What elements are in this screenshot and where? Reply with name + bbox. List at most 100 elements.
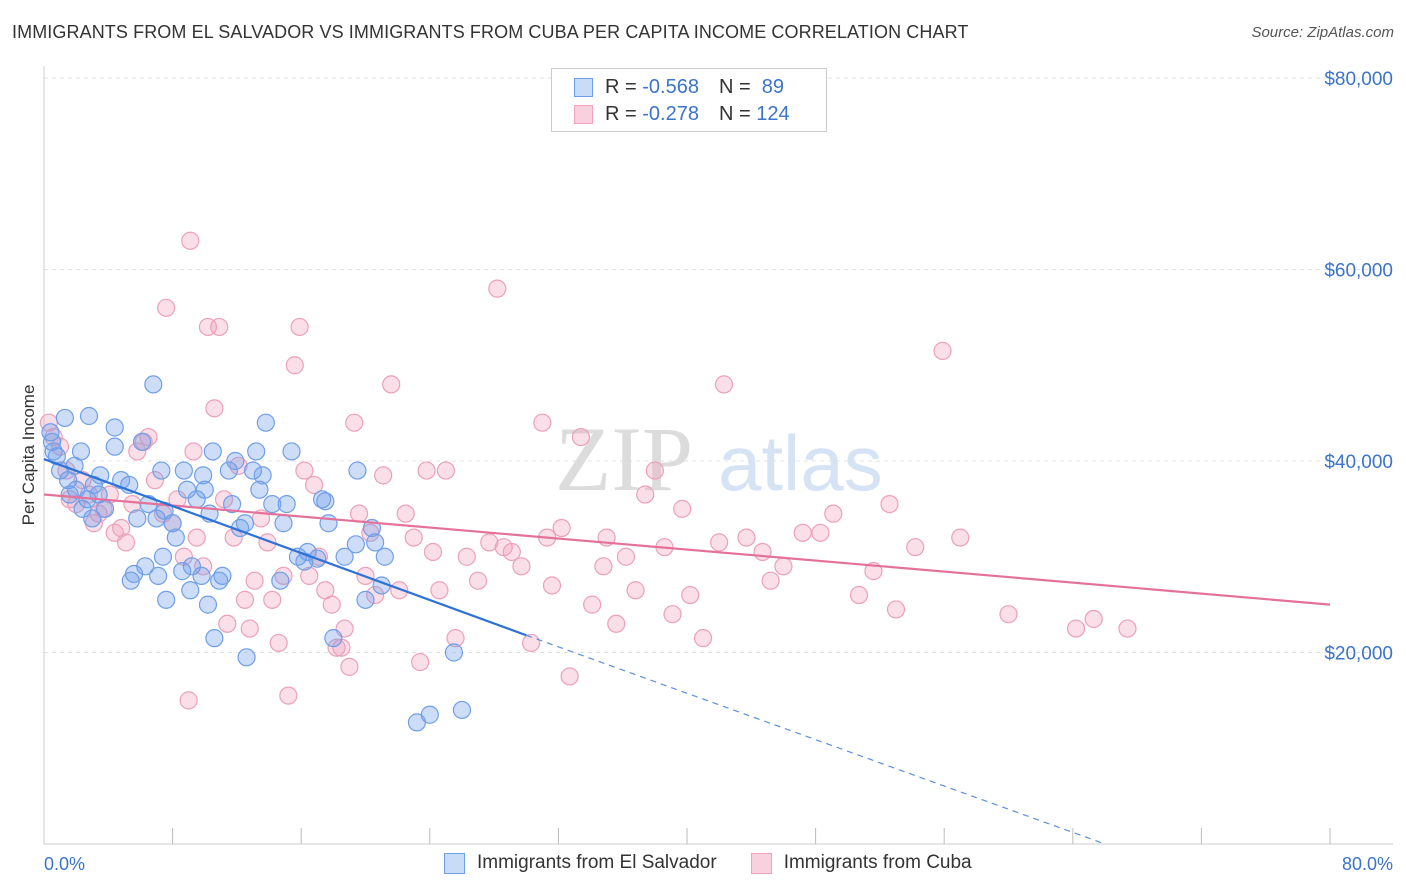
point-el-salvador	[346, 535, 365, 554]
point-cuba	[824, 504, 843, 523]
legend-r-value-el-salvador: -0.568	[642, 75, 699, 98]
y-axis-title: Per Capita Income	[19, 385, 38, 526]
x-tick-label: 0.0%	[44, 854, 85, 874]
y-tick-label: $40,000	[1324, 452, 1393, 473]
watermark-zip: ZIP	[555, 408, 693, 510]
point-cuba	[502, 542, 521, 562]
point-cuba	[636, 485, 655, 504]
legend-label-cuba: Immigrants from Cuba	[783, 852, 972, 873]
point-el-salvador	[274, 514, 293, 533]
point-cuba	[128, 442, 147, 461]
point-cuba	[811, 523, 830, 542]
point-cuba	[340, 657, 359, 676]
point-cuba	[663, 605, 682, 624]
point-cuba	[205, 399, 224, 418]
point-cuba	[263, 590, 282, 609]
point-el-salvador	[149, 566, 168, 586]
trend-line-cuba	[43, 493, 1331, 606]
point-cuba	[933, 341, 952, 360]
point-cuba	[345, 413, 364, 432]
point-el-salvador	[348, 461, 367, 480]
point-cuba	[594, 557, 613, 576]
point-cuba	[245, 571, 264, 590]
point-el-salvador	[226, 451, 245, 471]
point-cuba	[583, 595, 602, 614]
legend-swatch-cuba	[750, 852, 772, 874]
point-cuba	[349, 504, 369, 523]
point-el-salvador	[213, 566, 232, 586]
legend-r-label: R =	[605, 102, 637, 125]
point-cuba	[673, 499, 692, 518]
point-el-salvador	[452, 700, 472, 720]
point-cuba	[681, 585, 700, 605]
point-el-salvador	[55, 408, 74, 428]
legend-n-label: N =	[718, 102, 751, 125]
point-cuba	[218, 614, 237, 633]
point-cuba	[279, 686, 298, 705]
legend-item-el-salvador: Immigrants from El Salvador	[444, 852, 717, 874]
point-el-salvador	[237, 648, 256, 667]
point-cuba	[446, 629, 465, 648]
point-el-salvador	[182, 557, 201, 576]
point-el-salvador	[79, 406, 99, 426]
point-cuba	[374, 466, 393, 485]
point-cuba	[116, 533, 136, 552]
point-cuba	[295, 461, 314, 480]
point-cuba	[951, 528, 970, 547]
point-cuba	[184, 442, 203, 461]
point-el-salvador	[132, 432, 152, 451]
point-el-salvador	[195, 480, 214, 499]
point-el-salvador	[177, 480, 197, 499]
point-el-salvador	[375, 547, 394, 566]
point-cuba	[693, 629, 713, 648]
point-cuba	[423, 542, 443, 562]
point-cuba	[552, 518, 571, 538]
legend-n-label: N =	[718, 75, 751, 98]
point-cuba	[616, 547, 636, 566]
point-el-salvador	[247, 442, 266, 461]
point-cuba	[430, 581, 449, 600]
point-el-salvador	[263, 494, 282, 514]
point-cuba	[404, 528, 423, 547]
point-el-salvador	[173, 562, 192, 581]
point-cuba	[645, 461, 664, 480]
point-el-salvador	[271, 571, 290, 590]
point-cuba	[240, 619, 259, 638]
trend-extension-el-salvador	[526, 634, 1106, 845]
point-cuba	[304, 475, 324, 495]
point-cuba	[436, 461, 455, 480]
point-cuba	[210, 317, 229, 337]
point-cuba	[300, 566, 319, 586]
legend-r-value-cuba: -0.278	[642, 102, 699, 125]
trend-lines	[43, 458, 1331, 845]
point-cuba	[396, 504, 415, 523]
point-el-salvador	[60, 485, 79, 504]
point-cuba	[626, 581, 645, 600]
point-cuba	[1084, 609, 1103, 629]
point-el-salvador	[181, 581, 200, 600]
point-cuba	[285, 356, 304, 375]
point-cuba	[906, 538, 925, 557]
legend-swatch-el-salvador	[444, 852, 465, 874]
point-cuba	[999, 605, 1018, 624]
point-el-salvador	[157, 590, 176, 609]
point-cuba	[157, 298, 176, 317]
point-cuba	[112, 518, 131, 538]
point-el-salvador	[335, 547, 354, 566]
point-cuba	[886, 600, 906, 619]
point-cuba	[880, 494, 899, 514]
point-cuba	[187, 528, 206, 547]
point-el-salvador	[152, 461, 171, 480]
legend-label-el-salvador: Immigrants from El Salvador	[477, 852, 717, 873]
legend-n-value-cuba: 124	[756, 102, 790, 125]
point-cuba	[737, 528, 756, 547]
point-el-salvador	[136, 557, 155, 576]
point-el-salvador	[166, 528, 185, 547]
legend-n-value-el-salvador: 89	[761, 75, 785, 98]
point-cuba	[542, 576, 562, 595]
point-el-salvador	[316, 492, 335, 511]
point-el-salvador	[219, 461, 238, 480]
x-tick-label: 80.0%	[1342, 854, 1393, 874]
point-cuba	[327, 638, 346, 657]
point-cuba	[145, 471, 165, 490]
